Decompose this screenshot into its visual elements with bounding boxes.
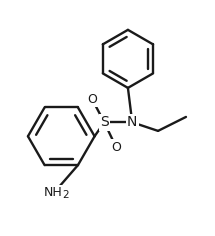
Text: S: S [100,115,109,129]
Text: N: N [127,115,137,129]
Text: O: O [88,93,97,106]
Text: NH: NH [44,186,63,199]
Text: 2: 2 [63,190,69,200]
Text: O: O [111,140,121,154]
